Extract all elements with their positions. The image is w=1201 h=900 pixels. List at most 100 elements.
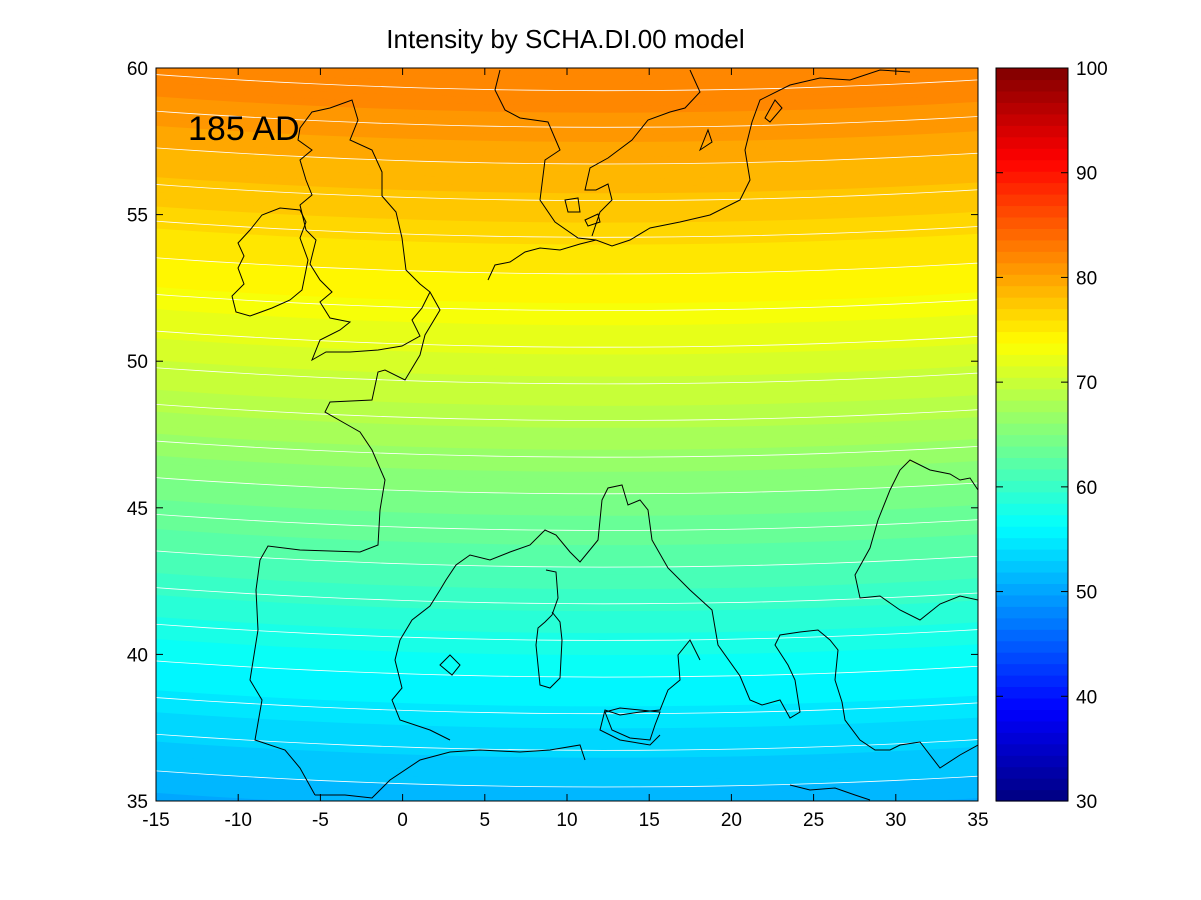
contour-lines (156, 74, 978, 788)
x-tick-label: -5 (312, 810, 329, 831)
field-band (156, 726, 978, 751)
field-band (156, 447, 978, 472)
x-tick-label: 35 (967, 810, 988, 831)
field-band (156, 389, 978, 414)
field-band (156, 440, 978, 465)
field-band (156, 667, 978, 692)
field-band (156, 594, 978, 619)
coastline-great-britain (297, 99, 431, 362)
epoch-label: 185 AD (188, 110, 300, 148)
contour-line (156, 330, 978, 348)
field-band (156, 169, 978, 194)
colorbar-step (996, 594, 1068, 607)
colorbar-step (996, 445, 1068, 459)
field-band (136, 872, 998, 898)
coastline-crete (789, 784, 871, 801)
field-band (156, 550, 978, 575)
x-tick-label: 30 (885, 810, 906, 831)
field-band (156, 513, 978, 538)
x-tick-label: 15 (639, 810, 660, 831)
colorbar-step (996, 491, 1068, 504)
field-band (156, 132, 978, 157)
field-band (156, 696, 978, 721)
contour-line (156, 770, 978, 788)
contour-line (156, 513, 978, 531)
colorbar-tick-label: 50 (1076, 583, 1097, 604)
field-band (156, 748, 978, 773)
field-band (156, 616, 978, 641)
contour-line (156, 623, 978, 641)
field-band (156, 154, 978, 179)
contour-line (156, 440, 978, 458)
field-band (156, 264, 978, 289)
colorbar-step (996, 514, 1068, 527)
colorbar-step (996, 182, 1068, 195)
colorbar-step (996, 136, 1068, 149)
colorbar-step (996, 365, 1068, 378)
colorbar-step (996, 423, 1068, 436)
field-band (156, 183, 978, 208)
coastline-danish-islands (564, 197, 601, 227)
field-band (156, 652, 978, 678)
colorbar-step (996, 652, 1068, 665)
field-band (156, 308, 978, 333)
y-tick-label: 40 (127, 645, 148, 666)
contour-line (156, 733, 978, 751)
colorbar-step (996, 560, 1068, 573)
field-band (156, 242, 978, 267)
field-band (156, 469, 978, 494)
colorbar-step (996, 549, 1068, 562)
colorbar-step (996, 319, 1068, 333)
field-band (156, 213, 978, 238)
field-band (156, 411, 978, 436)
colorbar-step (996, 159, 1068, 172)
coastline-sicily (604, 707, 661, 741)
field-band (156, 462, 978, 487)
colorbar-step (996, 331, 1068, 344)
field-band (156, 587, 978, 612)
colorbar-step (996, 308, 1068, 321)
colorbar-tick-label: 80 (1076, 268, 1097, 289)
colorbar-step (996, 171, 1068, 184)
field-band (156, 110, 978, 135)
field-band (156, 125, 978, 150)
colorbar-step (996, 480, 1068, 493)
field-band (156, 176, 978, 201)
y-tick-label: 45 (127, 499, 148, 520)
field-band (156, 740, 978, 765)
colorbar-step (996, 79, 1068, 92)
field-band (156, 73, 978, 98)
colorbar-step (996, 434, 1068, 447)
contour-line (156, 550, 978, 568)
y-tick-label: 60 (127, 59, 148, 80)
field-band (156, 279, 978, 304)
colorbar-tick-label: 60 (1076, 478, 1097, 499)
colorbar-step (996, 720, 1068, 733)
field-band (156, 565, 978, 590)
colorbar-step (996, 709, 1068, 722)
field-band (156, 770, 978, 795)
colorbar-tick-label: 30 (1076, 792, 1097, 813)
chart-title: Intensity by SCHA.DI.00 model (386, 24, 745, 54)
field-band (156, 528, 978, 553)
contour-line (156, 74, 978, 92)
colorbar-step (996, 629, 1068, 642)
field-band (156, 198, 978, 223)
field-band (156, 660, 978, 685)
colorbar-tick-label: 100 (1076, 59, 1108, 80)
colorbar-step (996, 342, 1068, 355)
field-band (156, 645, 978, 670)
field-band (156, 352, 978, 377)
field-band (156, 337, 978, 362)
field-band (156, 704, 978, 729)
field-band (156, 103, 978, 128)
colorbar-frame (995, 67, 1069, 802)
field-band (156, 579, 978, 604)
x-tick-label: 20 (721, 810, 742, 831)
colorbar-step (996, 468, 1068, 481)
colorbar-step (996, 148, 1068, 161)
field-band (156, 718, 978, 743)
colorbar-tick-label: 40 (1076, 687, 1097, 708)
field-band (136, 828, 998, 854)
